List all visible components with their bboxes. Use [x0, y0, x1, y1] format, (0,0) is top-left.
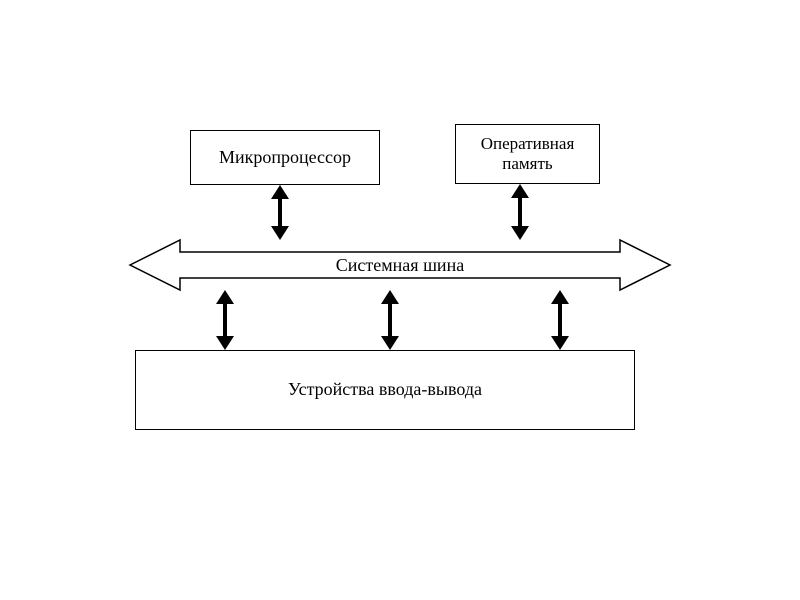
connector-bus-io-right: [551, 290, 569, 350]
connector-ram-bus: [511, 184, 529, 240]
connector-bus-io-mid: [381, 290, 399, 350]
system-bus-label: Системная шина: [300, 255, 500, 276]
io-devices-label: Устройства ввода-вывода: [288, 379, 482, 401]
connector-cpu-bus: [271, 185, 289, 240]
bus-arrow-svg: [0, 0, 800, 600]
io-devices-box: Устройства ввода-вывода: [135, 350, 635, 430]
connector-bus-io-left: [216, 290, 234, 350]
